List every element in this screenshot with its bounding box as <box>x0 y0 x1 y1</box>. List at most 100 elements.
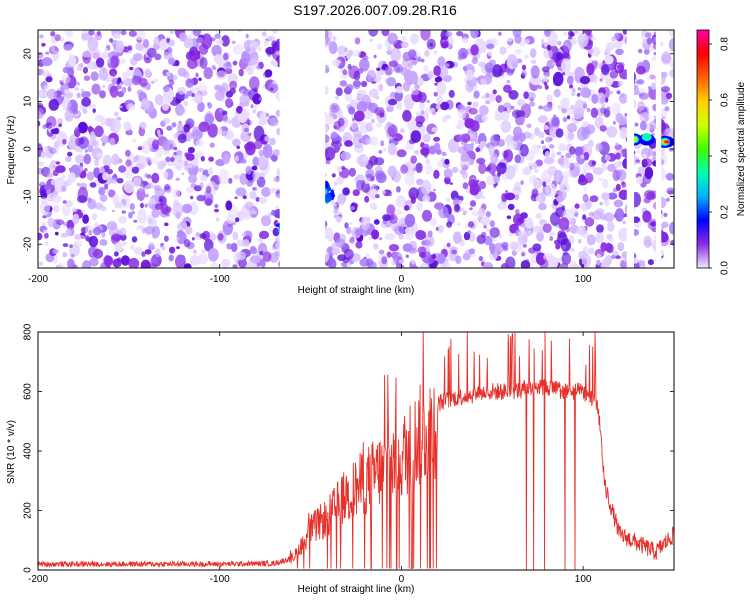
spectrogram-cell <box>663 212 668 218</box>
blank-band <box>655 30 662 268</box>
spectrogram-cell <box>335 87 343 97</box>
spectrogram-cell <box>419 251 426 258</box>
spectrogram-cell <box>595 232 605 244</box>
spectrogram-cell <box>513 213 524 226</box>
spectrogram-cell <box>131 210 135 215</box>
spectrogram-cell <box>421 209 433 222</box>
spectrogram-cell <box>188 201 199 215</box>
spectrogram-cell <box>218 169 229 185</box>
spectrogram-cell <box>636 79 645 85</box>
spectrogram-cell <box>446 221 453 228</box>
spectrogram-cell <box>574 203 580 209</box>
spectrogram-cell <box>325 160 331 165</box>
spectrogram-cell <box>522 166 532 176</box>
spectrogram-cell <box>386 251 392 258</box>
spectrogram-cell <box>205 198 213 206</box>
spectrogram-cell <box>382 214 391 222</box>
spectrogram-cell <box>603 108 611 118</box>
spectrogram-cell <box>154 248 161 258</box>
spectrogram-cell <box>114 251 119 257</box>
spectrogram-cell <box>534 127 540 136</box>
spectrogram-cell <box>409 33 419 45</box>
spectrogram-cell <box>154 78 159 82</box>
spectrogram-cell <box>490 153 499 165</box>
spectrogram-cell <box>89 182 97 188</box>
spectrogram-cell <box>112 258 122 268</box>
spectrogram-cell <box>98 67 108 81</box>
spectrogram-cell <box>429 217 438 226</box>
spectrogram-cell <box>71 207 78 213</box>
spectrogram-cell <box>330 131 338 139</box>
spectrogram-cell <box>664 106 670 112</box>
spectrogram-cell <box>412 94 417 98</box>
spectrogram-cell <box>376 67 381 71</box>
spectrogram-cell <box>618 189 630 200</box>
spectrogram-cell <box>140 98 151 110</box>
spectrogram-cell <box>56 219 65 226</box>
spectrogram-cell <box>593 167 603 176</box>
spectrogram-cell <box>62 243 69 248</box>
spectrogram-cell <box>416 121 423 128</box>
spectrogram-cell <box>258 119 267 126</box>
spectrogram-cell <box>357 94 364 99</box>
spectrogram-cell <box>55 161 61 165</box>
spectrogram-cell <box>350 99 357 106</box>
spectrogram-cell <box>196 231 200 237</box>
spectrogram-cell <box>81 260 92 268</box>
spectrogram-cell <box>332 36 337 41</box>
spectrogram-cell <box>486 164 492 171</box>
spectrogram-cell <box>646 76 651 81</box>
spectrogram-cell <box>121 210 127 214</box>
spectrogram-cell <box>264 135 271 142</box>
spectrogram-cell <box>114 201 124 209</box>
spectrogram-cell <box>488 144 496 153</box>
spectrogram-cell <box>235 187 247 197</box>
spectrogram-cell <box>533 225 541 234</box>
spectrogram-cell <box>375 172 387 184</box>
spectrogram-cell <box>514 154 522 164</box>
spectrogram-cell <box>420 180 432 195</box>
spectrogram-cell <box>116 230 123 235</box>
spectrogram-cell <box>462 37 469 44</box>
spectrogram-cell <box>336 215 342 223</box>
spectrogram-cell <box>92 139 100 148</box>
spectrogram-cell <box>342 69 348 76</box>
spectrogram-cell <box>146 57 150 60</box>
spectrogram-cell <box>45 51 50 55</box>
spectrogram-cell <box>540 140 545 145</box>
spectrogram-cell <box>433 142 441 151</box>
spectrogram-cell <box>375 194 380 199</box>
spectrogram-cell <box>91 213 98 221</box>
y-tick-label: 400 <box>23 442 34 459</box>
spectrogram-cell <box>528 101 536 107</box>
spectrogram-cell <box>125 183 134 193</box>
spectrogram-cell <box>52 164 57 169</box>
spectrogram-cell <box>153 184 162 191</box>
spectrogram-cell <box>661 221 669 229</box>
spectrogram-cell <box>53 57 57 62</box>
spectrogram-cell <box>551 153 556 159</box>
spectrogram-cell <box>443 168 453 179</box>
spectrogram-cell <box>613 213 618 218</box>
spectrogram-cell <box>376 122 383 128</box>
spectrogram-cell <box>647 259 655 266</box>
spectrogram-cell <box>443 40 449 48</box>
spectrogram-cell <box>480 78 487 85</box>
spectrogram-cell <box>599 125 607 132</box>
spectrogram-cell <box>424 107 433 114</box>
spectrogram-cell <box>485 92 490 99</box>
blank-band <box>626 30 635 268</box>
spectrogram-cell <box>175 236 180 241</box>
spectrogram-cell <box>485 228 491 233</box>
spectrogram-cell <box>129 57 138 66</box>
spectrogram-cell <box>198 121 210 133</box>
spectrogram-cell <box>403 205 410 211</box>
spectrogram-cell <box>636 65 646 75</box>
spectrogram-cell <box>454 204 460 212</box>
spectrogram-cell <box>457 109 467 119</box>
spectrogram-cell <box>82 66 89 74</box>
spectrogram-cell <box>497 104 505 113</box>
spectrogram-cell <box>599 78 603 82</box>
spectrogram-cell <box>191 88 197 94</box>
spectrogram-cell <box>596 224 604 234</box>
